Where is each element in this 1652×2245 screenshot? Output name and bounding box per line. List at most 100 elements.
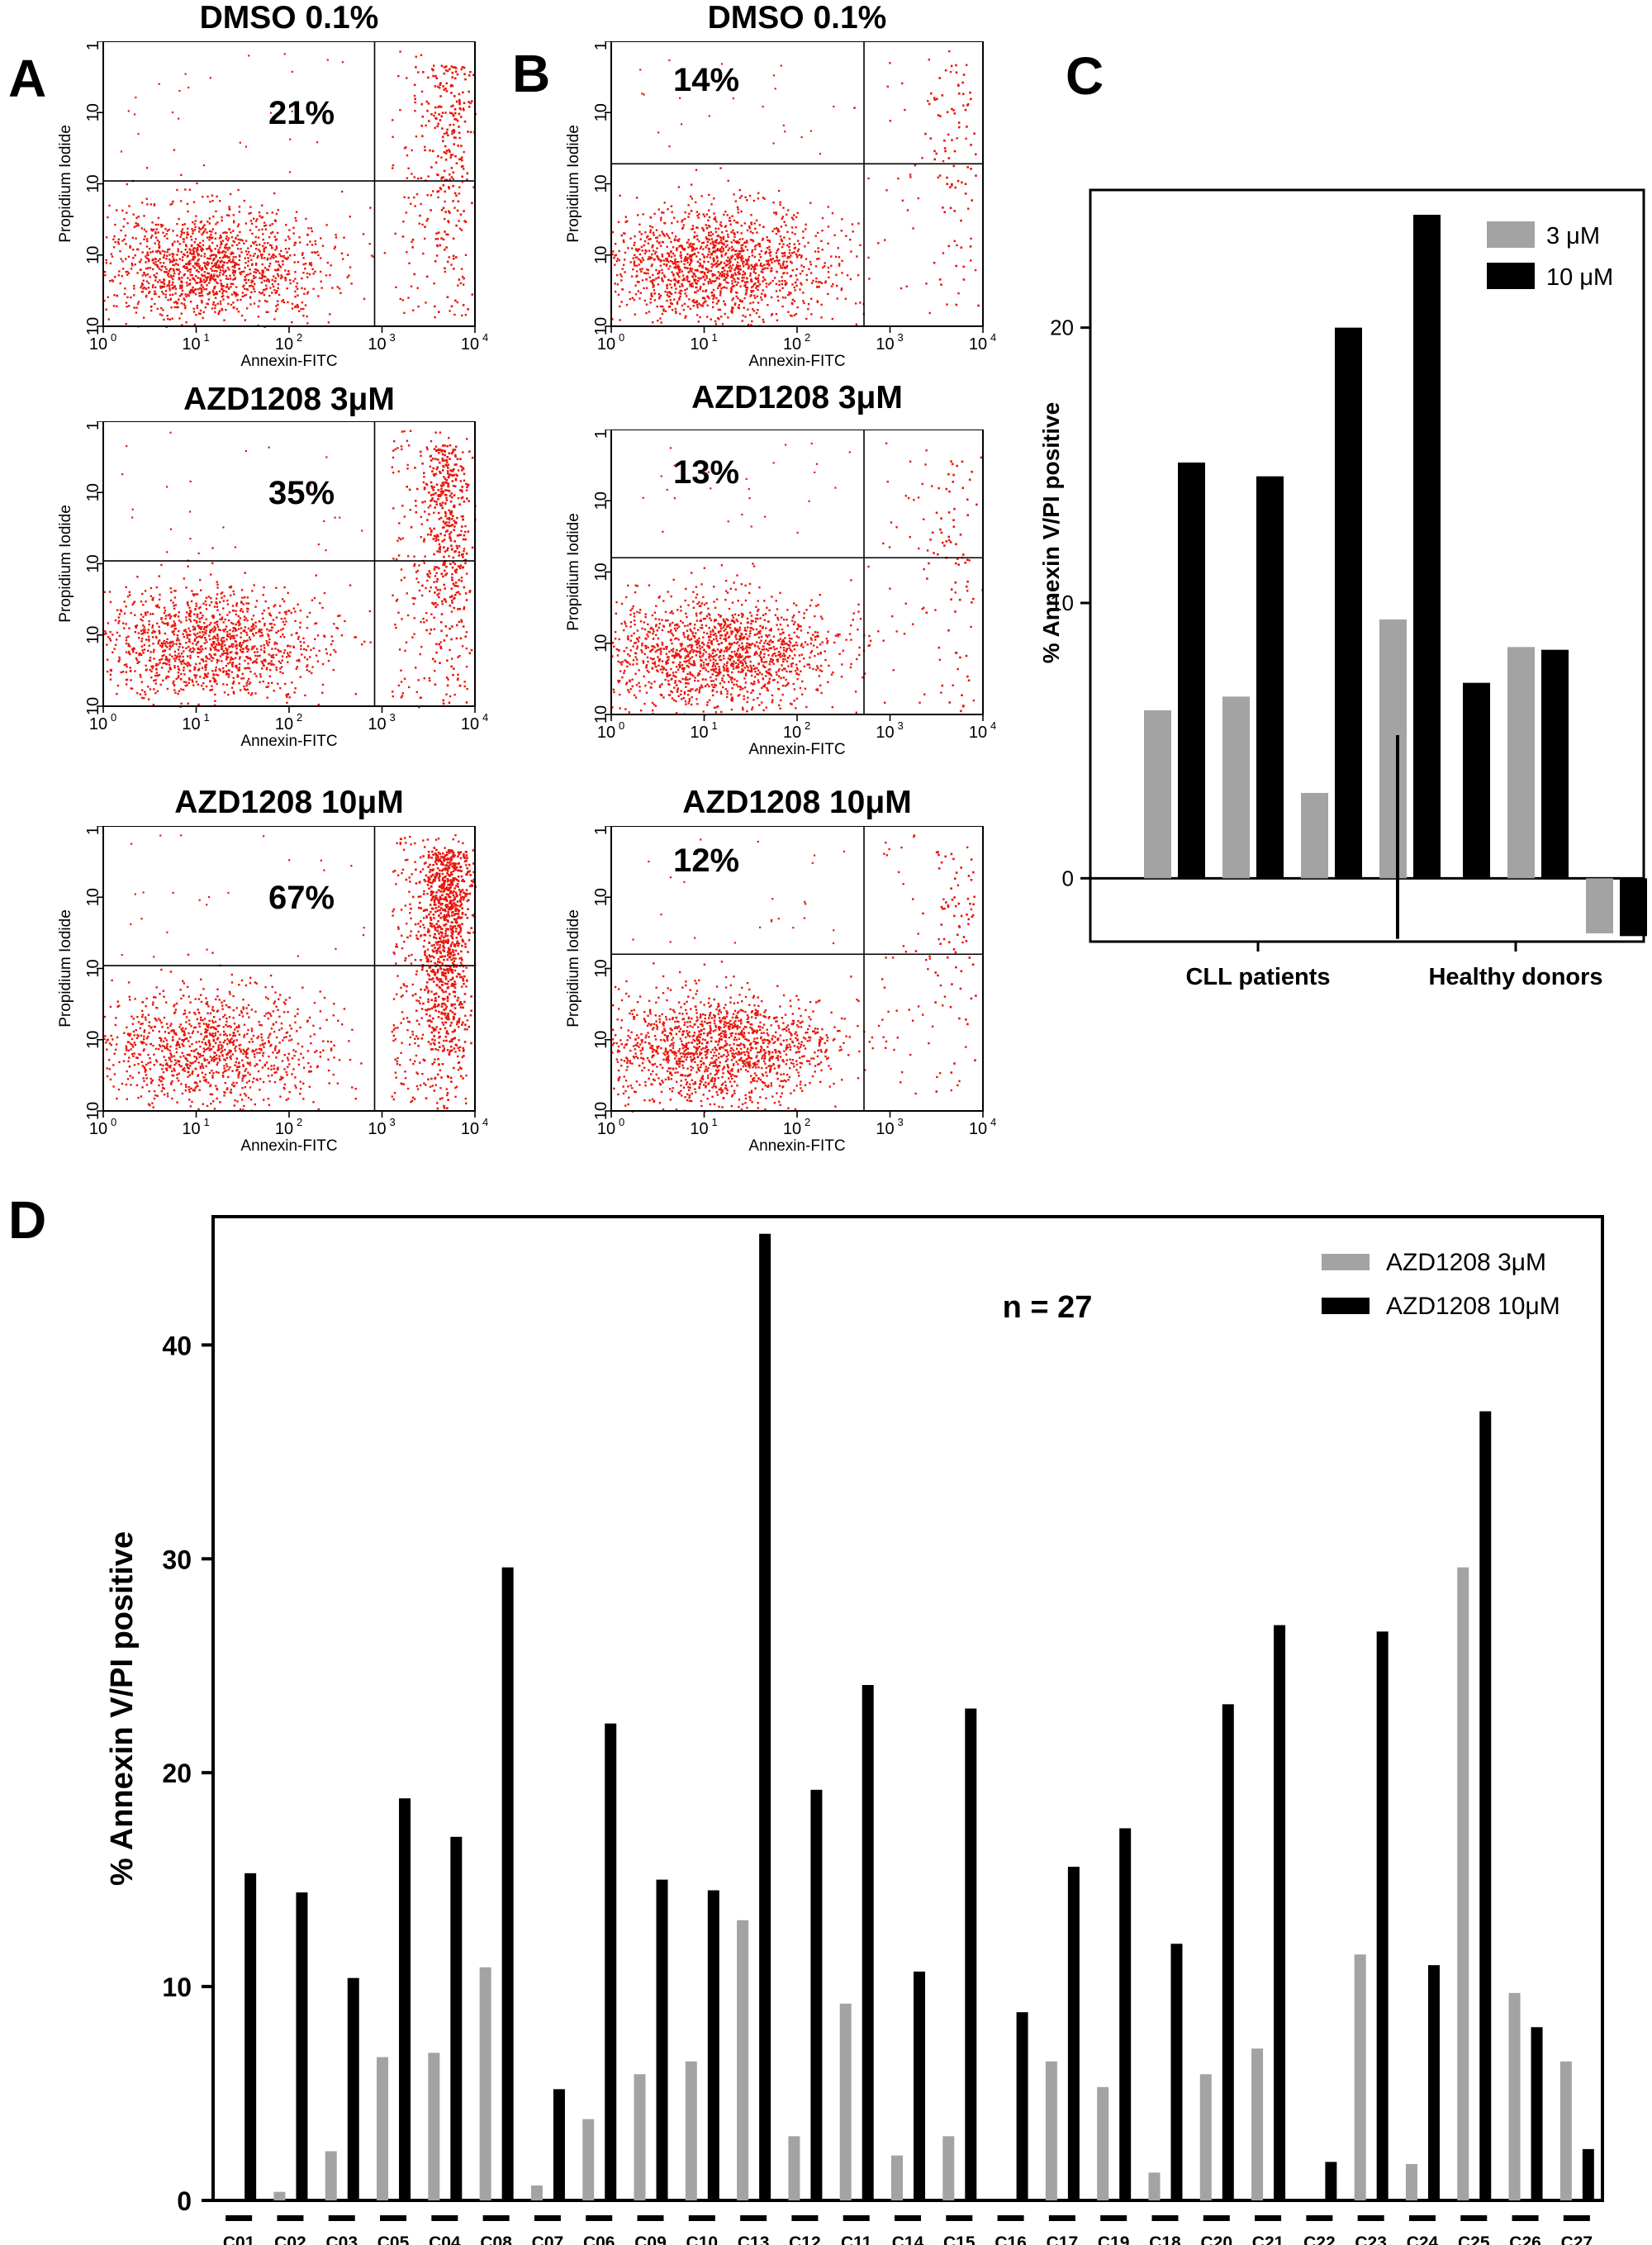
x-tick-label: 10 bbox=[597, 335, 615, 354]
x-axis-label: Annexin-FITC bbox=[240, 1137, 337, 1155]
chart-c-legend-label: 3 μM bbox=[1546, 223, 1600, 249]
chart-d-category-dash bbox=[1203, 2215, 1230, 2221]
chart-d-x-tick-label: C26 bbox=[1509, 2233, 1541, 2245]
x-tick-exponent: 3 bbox=[898, 719, 904, 732]
chart-d-x-tick-label: C13 bbox=[738, 2233, 770, 2245]
chart-d-x-tick-label: C15 bbox=[943, 2233, 976, 2245]
chart-d-bar bbox=[553, 2089, 565, 2200]
y-tick-label: 10 bbox=[84, 626, 102, 644]
chart-d-category-dash bbox=[1460, 2215, 1488, 2221]
x-tick-exponent: 0 bbox=[619, 1116, 624, 1128]
y-axis-label: Propidium Iodide bbox=[565, 513, 582, 631]
chart-d-category-dash bbox=[1357, 2215, 1384, 2221]
chart-c-y-tick-label: 20 bbox=[1050, 316, 1074, 340]
x-tick-label: 10 bbox=[368, 715, 386, 733]
chart-d-bar bbox=[530, 2185, 543, 2200]
chart-d-category-dash bbox=[1100, 2215, 1127, 2221]
flow-frame bbox=[102, 826, 476, 1112]
y-tick-label: 10 bbox=[84, 697, 102, 715]
chart-d-x-tick-label: C23 bbox=[1355, 2233, 1387, 2245]
chart-d-bar bbox=[862, 1685, 874, 2200]
chart-d: 0 10 20 30 40 % Annexin V/PI positive C01 C02 C0… bbox=[105, 1215, 1604, 2245]
chart-d-category-dash bbox=[637, 2215, 664, 2221]
x-tick-exponent: 3 bbox=[390, 1116, 396, 1128]
chart-d-frame bbox=[211, 1215, 1604, 2202]
x-axis-label: Annexin-FITC bbox=[240, 353, 337, 370]
chart-d-x-tick-label: C07 bbox=[532, 2233, 564, 2245]
x-tick-exponent: 3 bbox=[390, 711, 396, 724]
chart-d-category-dash bbox=[688, 2215, 715, 2221]
chart-c-bar bbox=[1463, 682, 1490, 879]
y-tick-label: 10 bbox=[592, 1102, 610, 1120]
chart-d-legend-label: AZD1208 3μM bbox=[1386, 1249, 1546, 1276]
x-tick-exponent: 0 bbox=[111, 1116, 116, 1128]
x-tick-label: 10 bbox=[690, 1120, 708, 1138]
y-axis-label: Propidium Iodide bbox=[565, 125, 582, 243]
chart-d-x-tick-label: C22 bbox=[1303, 2233, 1336, 2245]
chart-d-category-dash bbox=[843, 2215, 870, 2221]
x-tick-exponent: 2 bbox=[297, 331, 302, 344]
chart-d-x-tick-label: C27 bbox=[1561, 2233, 1593, 2245]
chart-d-x-tick-label: C09 bbox=[634, 2233, 667, 2245]
chart-d-bar bbox=[244, 1872, 257, 2200]
chart-d-bar bbox=[582, 2119, 595, 2200]
x-tick-exponent: 0 bbox=[111, 331, 116, 344]
y-axis-label: Propidium Iodide bbox=[57, 125, 74, 243]
x-tick-label: 10 bbox=[368, 1120, 386, 1138]
chart-d-bar bbox=[942, 2136, 955, 2200]
chart-d-category-dash bbox=[1255, 2215, 1282, 2221]
chart-d-x-tick-label: C04 bbox=[429, 2233, 461, 2245]
chart-d-bar bbox=[428, 2053, 440, 2200]
panel-label-b: B bbox=[512, 44, 551, 103]
chart-d-bar bbox=[1148, 2172, 1161, 2200]
chart-d-y-tick-label: 10 bbox=[162, 1972, 192, 2002]
chart-d-bar bbox=[325, 2151, 337, 2200]
chart-d-bar bbox=[1376, 1631, 1389, 2200]
chart-d-category-dash bbox=[1151, 2215, 1179, 2221]
chart-d-category-dash bbox=[1048, 2215, 1075, 2221]
chart-d-annotation: n = 27 bbox=[1003, 1290, 1093, 1325]
y-tick-label: 10 bbox=[84, 826, 102, 835]
x-tick-label: 10 bbox=[969, 335, 987, 354]
x-tick-label: 10 bbox=[783, 724, 801, 742]
y-tick-label: 10 bbox=[592, 246, 610, 264]
y-tick-label: 10 bbox=[592, 317, 610, 335]
chart-d-bar bbox=[1199, 2074, 1212, 2200]
y-tick-label: 10 bbox=[84, 103, 102, 121]
chart-d-x-tick-label: C19 bbox=[1098, 2233, 1130, 2245]
flow-plot-title: DMSO 0.1% bbox=[199, 0, 379, 36]
chart-d-bar bbox=[1097, 2086, 1109, 2200]
chart-d-category-dash bbox=[1306, 2215, 1333, 2221]
chart-d-bar bbox=[296, 1892, 308, 2200]
chart-d-x-tick-label: C12 bbox=[789, 2233, 821, 2245]
chart-d-bar bbox=[1354, 1954, 1366, 2200]
chart-c-y-tick-label: 10 bbox=[1050, 591, 1074, 615]
chart-d-legend-label: AZD1208 10μM bbox=[1386, 1293, 1560, 1320]
x-tick-label: 10 bbox=[89, 335, 107, 354]
chart-d-category-dash bbox=[1512, 2215, 1539, 2221]
x-tick-exponent: 4 bbox=[482, 331, 488, 344]
chart-d-bar bbox=[891, 2155, 903, 2200]
flow-plot-title: DMSO 0.1% bbox=[707, 0, 887, 36]
x-tick-exponent: 1 bbox=[712, 719, 718, 732]
x-tick-exponent: 2 bbox=[805, 331, 810, 344]
chart-d-bar bbox=[1457, 1567, 1469, 2200]
x-tick-label: 10 bbox=[690, 335, 708, 354]
chart-d-bar bbox=[1325, 2162, 1337, 2200]
chart-d-bar bbox=[1016, 2012, 1028, 2200]
chart-d-x-tick-label: C24 bbox=[1407, 2233, 1439, 2245]
chart-d-category-dash bbox=[534, 2215, 561, 2221]
chart-d-bar bbox=[1119, 1828, 1132, 2200]
y-axis-label: Propidium Iodide bbox=[57, 909, 74, 1028]
chart-d-bar bbox=[656, 1879, 668, 2200]
x-tick-label: 10 bbox=[690, 724, 708, 742]
x-tick-label: 10 bbox=[182, 1120, 200, 1138]
chart-c-bar bbox=[1301, 793, 1328, 879]
x-tick-exponent: 1 bbox=[712, 331, 718, 344]
chart-c: 0 10 20 % Annexin V/PI positive CLL patients… bbox=[1041, 188, 1647, 990]
y-tick-label: 10 bbox=[592, 826, 610, 835]
chart-d-x-tick-label: C16 bbox=[995, 2233, 1027, 2245]
chart-d-y-tick-label: 40 bbox=[162, 1331, 192, 1360]
